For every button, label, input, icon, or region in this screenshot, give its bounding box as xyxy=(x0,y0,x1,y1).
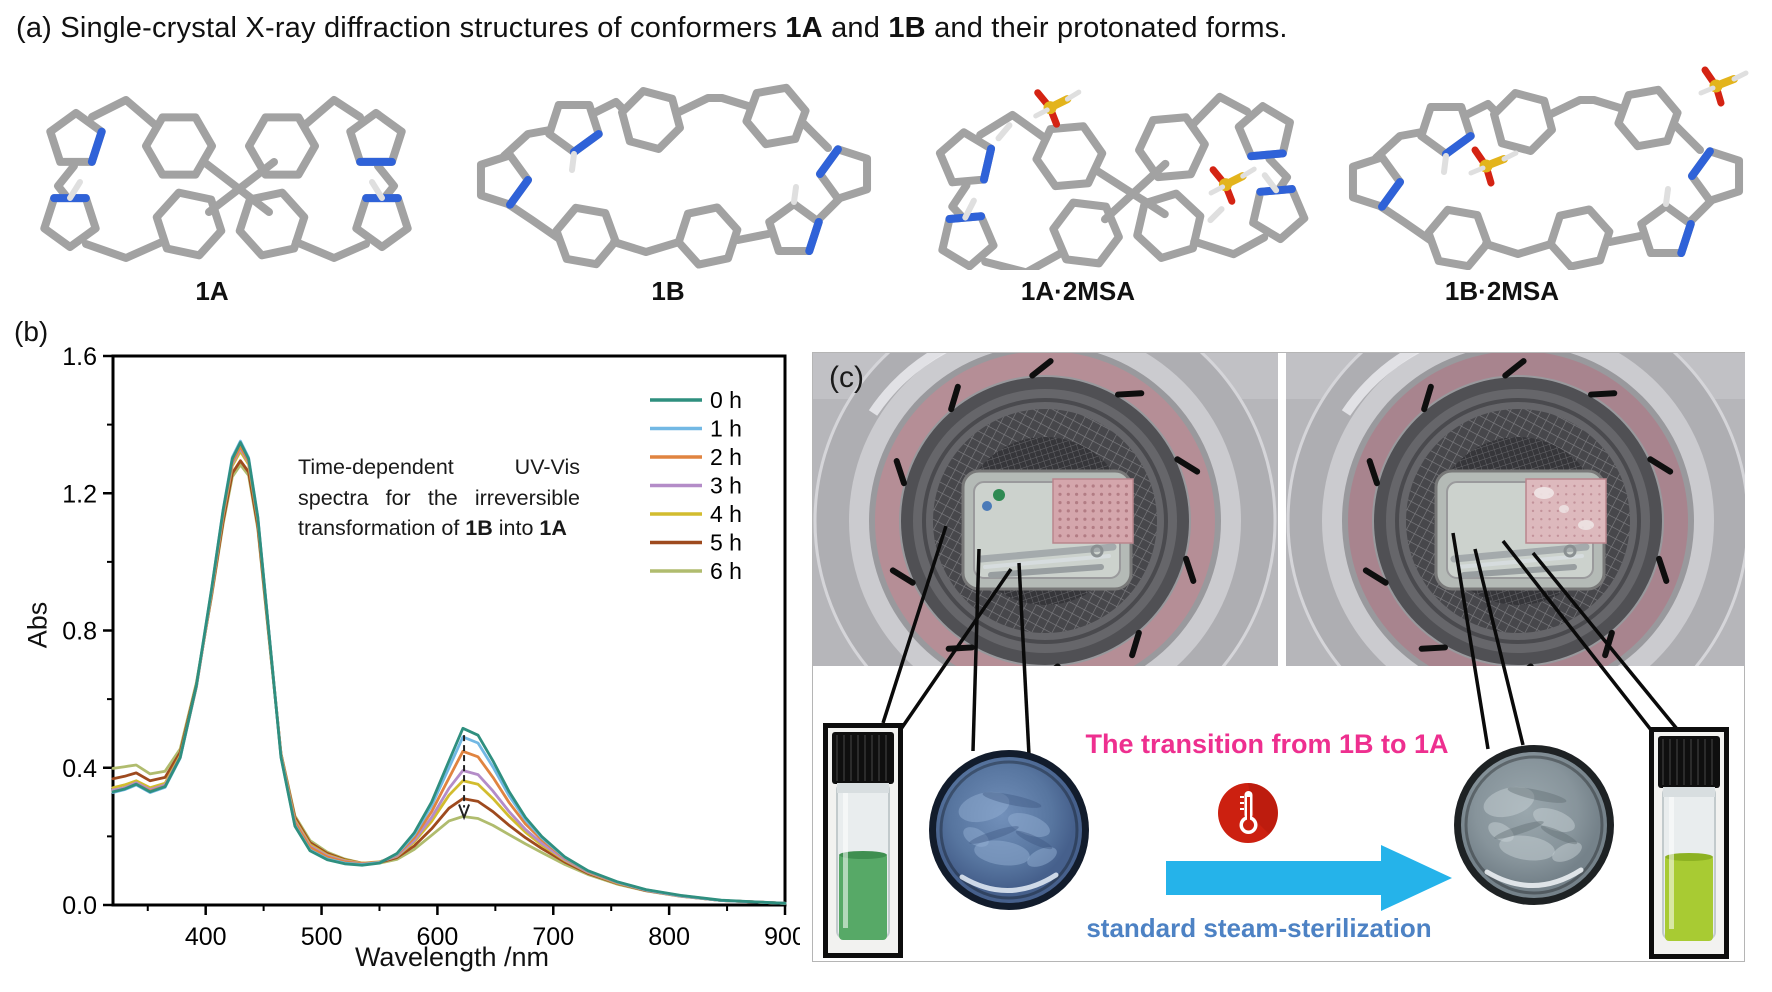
svg-text:5 h: 5 h xyxy=(710,530,742,556)
yellow-green-solution-vial xyxy=(1649,727,1729,959)
structure-1b-drawing xyxy=(476,83,872,269)
svg-text:3 h: 3 h xyxy=(710,473,742,499)
svg-text:900: 900 xyxy=(764,923,800,951)
chart-annotation: Time-dependent UV-Vis spectra for the ir… xyxy=(298,455,580,541)
panel-c: (c) The transition from 1B to 1A standar… xyxy=(812,352,1745,962)
structure-1a2msa-drawing xyxy=(935,89,1309,270)
structure-1b2msa-drawing xyxy=(1348,66,1749,270)
thermometer-icon xyxy=(1218,783,1278,843)
svg-text:6 h: 6 h xyxy=(710,558,742,584)
structure-label-1b2msa: 1B·2MSA xyxy=(1444,276,1560,306)
structure-label-1b: 1B xyxy=(651,276,685,306)
svg-text:0.8: 0.8 xyxy=(62,618,97,646)
svg-text:0.4: 0.4 xyxy=(62,755,97,783)
autoclave-photo-before xyxy=(813,353,1278,666)
svg-text:0.0: 0.0 xyxy=(62,892,97,920)
svg-text:2 h: 2 h xyxy=(710,444,742,470)
gray-gel-disc xyxy=(1454,745,1614,905)
svg-text:0 h: 0 h xyxy=(710,387,742,413)
process-text: standard steam-sterilization xyxy=(1086,913,1432,943)
structure-1a-drawing xyxy=(40,96,412,262)
svg-text:1.2: 1.2 xyxy=(62,480,97,508)
uvvis-spectra-chart: 400 500 600 700 800 900 0.0 0.4 0.8 1.2 1.6 0 h 1 h2… xyxy=(62,343,800,951)
svg-text:600: 600 xyxy=(417,923,459,951)
svg-text:500: 500 xyxy=(301,923,343,951)
svg-text:1 h: 1 h xyxy=(710,416,742,442)
panel-b-label: (b) xyxy=(14,316,49,347)
structure-label-1a: 1A xyxy=(195,276,229,306)
connector-lines xyxy=(881,525,1679,756)
transition-text: The transition from 1B to 1A xyxy=(1085,729,1449,759)
svg-text:700: 700 xyxy=(532,923,574,951)
svg-text:4 h: 4 h xyxy=(710,501,742,527)
svg-text:800: 800 xyxy=(648,923,690,951)
green-solution-vial xyxy=(823,723,903,958)
y-axis-label: Abs xyxy=(22,601,53,649)
svg-text:1.6: 1.6 xyxy=(62,343,97,371)
svg-text:400: 400 xyxy=(185,923,227,951)
x-axis-label: Wavelength /nm xyxy=(354,942,550,972)
structure-label-1a2msa: 1A·2MSA xyxy=(1020,276,1136,306)
panel-a-title: (a) Single-crystal X-ray diffraction str… xyxy=(16,12,1288,44)
right-arrow-icon xyxy=(1166,845,1452,911)
blue-gel-disc xyxy=(929,750,1089,910)
panel-c-label: (c) xyxy=(829,361,864,394)
autoclave-photo-after xyxy=(1286,353,1745,666)
